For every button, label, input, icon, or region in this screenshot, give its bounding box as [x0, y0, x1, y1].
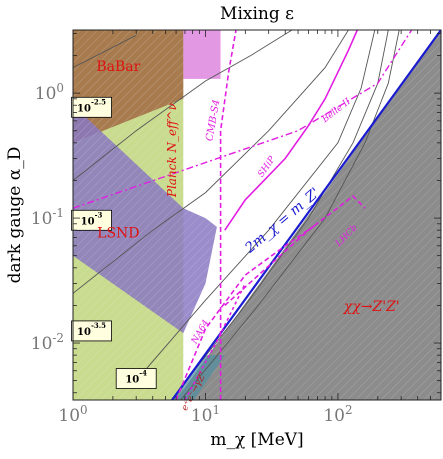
region-label-1: Planck N_eff^ν [165, 103, 179, 198]
contour-line-0 [73, 34, 137, 69]
contour-label-0: 10-2.5 [77, 97, 106, 114]
y-axis: 10-2 10-1 100 [31, 33, 441, 394]
cmb-exclusion-band [183, 30, 221, 79]
region-label-0: BaBar [96, 59, 140, 75]
contour-line-3 [135, 30, 376, 381]
na64-region [172, 355, 225, 400]
series-line-5 [175, 223, 318, 400]
series-line-2 [224, 30, 359, 231]
series-line-3 [224, 195, 366, 306]
contour-label-box-1 [71, 209, 112, 231]
shaded-regions [73, 30, 441, 400]
plot-frame [72, 29, 442, 401]
contour-label-box-0 [71, 96, 112, 118]
projection-curves [73, 30, 441, 400]
x-axis-label: m_χ [MeV] [210, 430, 303, 450]
x-tick-label-1: 101 [191, 403, 220, 426]
x-tick-label-0: 100 [58, 403, 87, 426]
x-axis: 100 101 102 [58, 30, 442, 426]
contour-label-3: 10-4 [125, 369, 147, 386]
contour-line-1 [73, 30, 293, 181]
lsnd-region-hatch [73, 105, 217, 334]
zz-region-hatch [176, 30, 441, 400]
y-tick-label-1: 10-1 [31, 206, 64, 229]
contour-line-5 [180, 30, 400, 400]
contour-label-2: 10-3.5 [77, 321, 106, 338]
x-tick-label-2: 102 [323, 403, 352, 426]
region-label-2: LSND [97, 225, 139, 241]
contour-label-box-3 [115, 368, 157, 389]
y-axis-label: dark gauge α_D [5, 147, 25, 284]
series-line-6 [184, 283, 247, 400]
region-label-3: χχ→Z'Z' [343, 299, 400, 315]
y-tick-label-2: 100 [35, 81, 64, 104]
contour-label-box-2 [71, 320, 112, 342]
contour-line-2 [73, 30, 349, 294]
y-tick-label-0: 10-2 [31, 331, 64, 354]
series-line-4 [219, 30, 237, 400]
series-line-0 [171, 30, 441, 400]
contour-label-1: 10-3 [81, 210, 103, 227]
series-line-1 [73, 30, 413, 209]
chart-title: Mixing ε [220, 4, 294, 24]
